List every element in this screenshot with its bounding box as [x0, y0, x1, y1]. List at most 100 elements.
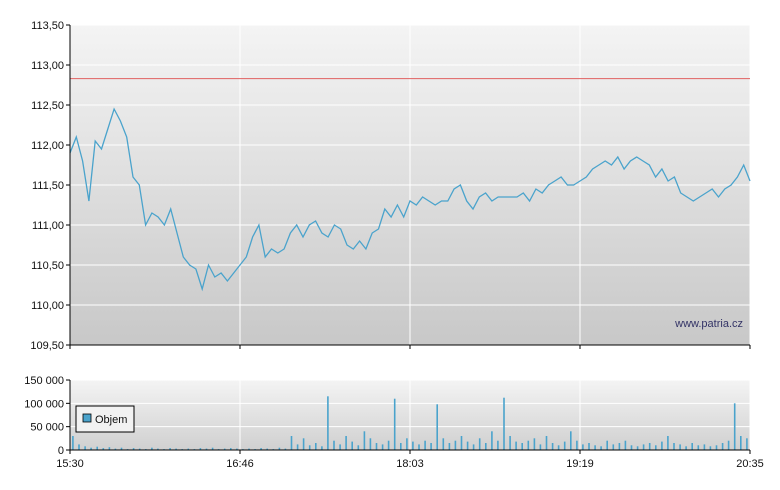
volume-bar	[114, 448, 117, 450]
volume-bar	[636, 446, 639, 450]
volume-bar	[132, 448, 135, 450]
volume-bar	[108, 447, 111, 450]
volume-bar	[369, 438, 372, 450]
x-tick-label: 16:46	[226, 458, 254, 470]
volume-bar	[211, 447, 214, 450]
x-tick-label: 18:03	[396, 458, 424, 470]
volume-bar	[169, 448, 171, 450]
volume-bar	[442, 438, 445, 450]
price-y-tick-label: 112,00	[31, 140, 64, 152]
volume-bar	[472, 444, 475, 450]
legend-swatch	[82, 413, 92, 423]
volume-bar	[478, 438, 481, 450]
volume-bar	[691, 443, 693, 450]
volume-bar	[387, 440, 390, 450]
volume-bar	[308, 445, 311, 450]
volume-bar	[96, 446, 98, 450]
volume-bar	[205, 448, 208, 450]
volume-bar	[612, 444, 615, 450]
volume-bar	[375, 443, 378, 450]
volume-bar	[260, 448, 262, 450]
volume-bar	[509, 436, 511, 450]
volume-bar	[697, 445, 700, 450]
volume-bar	[733, 403, 736, 450]
volume-bar	[430, 443, 432, 450]
volume-bar	[655, 445, 657, 450]
volume-bar	[138, 448, 141, 450]
price-y-tick-label: 113,50	[31, 20, 64, 32]
volume-bar	[533, 438, 536, 450]
volume-bar	[302, 438, 305, 450]
volume-bar	[290, 436, 293, 450]
volume-bar	[448, 443, 451, 450]
volume-y-tick-label: 150 000	[24, 375, 64, 387]
volume-bar	[406, 438, 408, 450]
volume-bar	[624, 440, 627, 450]
volume-bar	[333, 440, 335, 450]
volume-bar	[78, 444, 80, 450]
volume-bar	[740, 436, 742, 450]
volume-bar	[527, 440, 530, 450]
volume-y-tick-label: 100 000	[24, 398, 64, 410]
volume-bar	[679, 444, 681, 450]
x-tick-label: 20:35	[736, 458, 764, 470]
watermark: www.patria.cz	[674, 318, 743, 330]
volume-bar	[685, 446, 687, 450]
volume-bar	[545, 436, 548, 450]
volume-bar	[727, 440, 730, 450]
volume-bar	[576, 440, 578, 450]
volume-y-tick-label: 0	[58, 445, 64, 457]
volume-bar	[563, 441, 566, 450]
volume-bar	[363, 431, 366, 450]
volume-gridlines	[70, 379, 751, 450]
volume-bar	[515, 441, 517, 450]
volume-bar	[661, 441, 663, 450]
volume-bar	[630, 445, 633, 450]
volume-bar	[436, 404, 438, 450]
volume-bar	[642, 444, 645, 450]
volume-bars	[72, 396, 748, 450]
volume-bar	[418, 444, 420, 450]
volume-bar	[600, 446, 602, 450]
volume-bar	[236, 448, 238, 450]
price-y-axis: 109,50 110,00 110,50 111,00 111,50 112,00 112,…	[30, 20, 70, 352]
volume-bar	[296, 444, 299, 450]
volume-bar	[491, 431, 493, 450]
volume-bar	[223, 448, 226, 450]
volume-bar	[102, 448, 105, 450]
volume-bar	[266, 448, 268, 450]
volume-bar	[557, 445, 560, 450]
volume-bar	[72, 436, 74, 450]
volume-bar	[503, 397, 505, 450]
volume-bar	[539, 444, 542, 450]
volume-bar	[606, 440, 608, 450]
volume-bar	[357, 445, 360, 450]
volume-bar	[199, 448, 202, 450]
volume-bar	[351, 441, 353, 450]
price-y-tick-label: 110,00	[31, 300, 64, 312]
volume-bar	[582, 444, 584, 450]
volume-bar	[570, 431, 572, 450]
volume-bar	[424, 440, 426, 450]
price-y-tick-label: 109,50	[30, 340, 64, 352]
x-tick-label: 19:19	[566, 458, 594, 470]
volume-x-axis: 15:30 16:46 18:03 19:19 20:35	[56, 450, 764, 470]
volume-bar	[393, 398, 396, 450]
volume-bar	[673, 443, 675, 450]
volume-bar	[345, 436, 347, 450]
volume-bar	[381, 444, 384, 450]
volume-bar	[284, 448, 287, 450]
price-x-axis-ticks	[69, 345, 751, 349]
volume-bar	[618, 443, 621, 450]
price-y-tick-label: 110,50	[31, 260, 64, 272]
volume-bar	[721, 443, 724, 450]
volume-bar	[588, 443, 590, 450]
volume-y-tick-label: 50 000	[30, 422, 64, 434]
volume-bar	[90, 447, 92, 450]
price-y-tick-label: 113,00	[31, 60, 64, 72]
volume-bar	[327, 396, 329, 450]
price-y-tick-label: 111,00	[32, 220, 64, 232]
volume-bar	[460, 436, 463, 450]
price-y-tick-label: 112,50	[31, 100, 64, 112]
